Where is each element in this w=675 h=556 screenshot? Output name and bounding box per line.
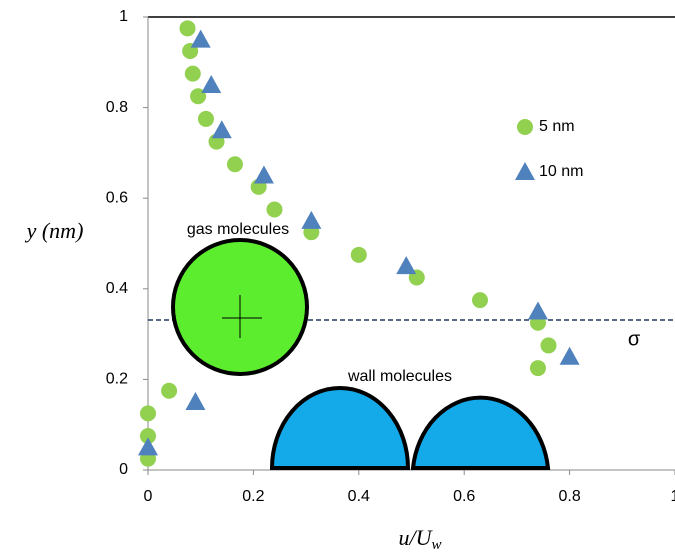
x-axis-label: u/U <box>398 525 433 550</box>
chart: gas molecules wall molecules σ y (nm) u/… <box>0 0 675 556</box>
x-tick-label: 0.6 <box>453 488 475 505</box>
data-point <box>530 360 546 376</box>
data-point <box>528 301 548 319</box>
legend-marker <box>517 119 533 135</box>
annotation: σ <box>628 328 641 350</box>
annotation: wall molecules <box>347 368 452 385</box>
data-point <box>541 337 557 353</box>
data-point <box>180 20 196 36</box>
data-point <box>301 211 321 229</box>
data-point <box>560 347 580 365</box>
data-point <box>472 292 488 308</box>
annotation: gas molecules <box>187 221 289 238</box>
data-point <box>254 166 274 184</box>
y-tick-label: 0.6 <box>106 189 128 206</box>
y-tick-label: 0.4 <box>106 280 128 297</box>
data-point <box>351 247 367 263</box>
data-point <box>140 405 156 421</box>
legend-label: 10 nm <box>539 163 583 180</box>
data-point <box>161 383 177 399</box>
x-axis-label-sub: w <box>431 537 441 553</box>
x-tick-label: 0.4 <box>348 488 370 505</box>
data-point <box>198 111 214 127</box>
x-tick-label: 0.8 <box>558 488 580 505</box>
data-point <box>212 120 232 138</box>
legend-marker <box>515 162 535 180</box>
y-tick-label: 0.8 <box>106 99 128 116</box>
legend-label: 5 nm <box>539 118 575 135</box>
y-tick-label: 1 <box>119 8 128 25</box>
x-tick-label: 0 <box>144 488 153 505</box>
x-axis-label: u/Uw <box>398 525 441 553</box>
wall-molecule <box>413 398 548 468</box>
y-tick-label: 0.2 <box>106 371 128 388</box>
data-point <box>396 256 416 274</box>
data-point <box>138 437 158 455</box>
data-point <box>185 392 205 410</box>
y-tick-label: 0 <box>119 461 128 478</box>
data-point <box>266 202 282 218</box>
data-point <box>227 156 243 172</box>
wall-molecule <box>272 388 408 468</box>
y-axis-label: y (nm) <box>25 218 84 243</box>
data-point <box>185 66 201 82</box>
x-tick-label: 1 <box>671 488 675 505</box>
x-tick-label: 0.2 <box>242 488 264 505</box>
data-point <box>201 75 221 93</box>
